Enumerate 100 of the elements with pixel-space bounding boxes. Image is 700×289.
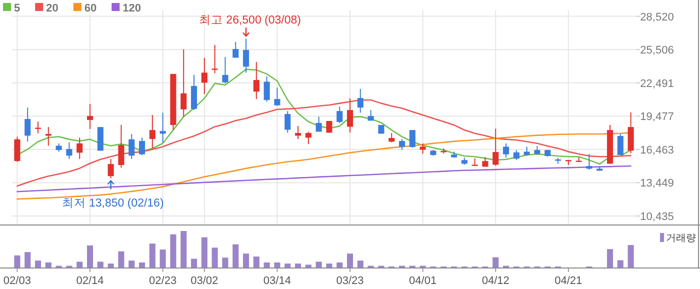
bar	[326, 264, 332, 268]
bar	[201, 237, 208, 268]
candlestick	[409, 130, 416, 148]
x-tick-label: 04/12	[482, 275, 510, 287]
x-tick-label: 02/03	[3, 275, 31, 287]
bar	[316, 262, 322, 268]
candlestick	[97, 126, 104, 152]
bar	[253, 256, 260, 268]
x-tick-label: 04/01	[409, 275, 437, 287]
candlestick	[294, 126, 302, 140]
legend-label: 거래량	[666, 233, 696, 244]
bar	[264, 262, 270, 268]
legend-item: 5	[3, 2, 20, 14]
bar	[357, 260, 364, 268]
bar	[222, 258, 228, 268]
bar	[294, 264, 302, 268]
bar	[149, 244, 156, 268]
candlestick	[222, 56, 228, 84]
candlestick	[180, 48, 187, 118]
y-tick-label: 13,449	[640, 178, 674, 190]
bar	[76, 262, 83, 268]
bar	[128, 260, 135, 268]
candlestick	[346, 98, 354, 134]
bar	[97, 262, 104, 268]
candlestick	[253, 62, 260, 100]
y-tick-label: 28,520	[640, 11, 674, 24]
candlestick	[160, 112, 166, 144]
candlestick	[336, 106, 343, 124]
candlestick	[190, 74, 198, 111]
candlestick	[617, 134, 624, 156]
legend-label: 20	[46, 2, 58, 14]
legend-label: 5	[14, 2, 20, 14]
y-tick-label: 16,463	[640, 144, 674, 156]
legend-item: 20	[35, 2, 58, 14]
candlestick	[502, 142, 510, 158]
candlestick	[76, 137, 83, 160]
candlestick	[492, 128, 499, 166]
y-tick-label: 19,477	[640, 111, 674, 124]
legend-label: 120	[122, 2, 141, 14]
bar	[284, 264, 291, 268]
bar	[190, 258, 198, 268]
y-tick-label: 10,435	[640, 211, 674, 223]
bar	[118, 251, 124, 268]
x-tick-label: 02/23	[149, 275, 177, 287]
x-tick-label: 03/23	[336, 275, 364, 287]
annotation: 최고 26,500 (03/08)	[198, 14, 302, 27]
candlestick	[316, 116, 322, 132]
candlestick	[628, 112, 634, 154]
bar	[492, 257, 499, 268]
candlestick	[118, 124, 124, 168]
candlestick	[138, 137, 146, 156]
bar	[305, 264, 312, 268]
bar	[606, 249, 614, 268]
legend-item: 60	[73, 2, 97, 14]
legend-item: 120	[112, 2, 141, 14]
candlestick	[242, 38, 250, 74]
bar	[160, 250, 166, 268]
candlestick	[212, 44, 218, 74]
legend-label: 60	[84, 2, 97, 14]
candlestick	[586, 153, 592, 170]
legend-item: 거래량	[660, 233, 696, 244]
candlestick	[34, 121, 42, 134]
candlestick	[201, 57, 208, 95]
candlestick	[108, 158, 114, 179]
bar	[138, 262, 146, 268]
bar	[180, 231, 187, 268]
bar	[274, 262, 280, 268]
y-tick-label: 25,506	[640, 44, 674, 57]
candlestick	[398, 138, 406, 150]
x-tick-label: 03/14	[263, 275, 291, 287]
bar	[108, 264, 114, 268]
candlestick	[420, 142, 426, 154]
bar	[242, 254, 250, 268]
candlestick	[66, 142, 72, 160]
candlestick	[149, 114, 156, 149]
candlestick	[305, 131, 312, 145]
bar	[45, 262, 52, 268]
x-tick-label: 02/14	[76, 275, 104, 287]
bar	[212, 248, 218, 268]
candlestick	[357, 88, 364, 114]
bar	[232, 244, 239, 268]
y-tick-label: 22,491	[640, 78, 674, 90]
bar	[86, 245, 94, 268]
candlestick	[274, 87, 280, 106]
x-tick-label: 03/02	[190, 275, 218, 287]
candlestick	[45, 126, 52, 146]
candlestick	[24, 107, 31, 142]
candlestick	[264, 76, 270, 102]
candlestick	[284, 110, 291, 134]
bar	[24, 252, 31, 268]
bar	[617, 260, 624, 268]
candlestick	[388, 132, 395, 143]
candlestick	[86, 103, 94, 130]
bar	[14, 255, 20, 268]
bar	[336, 262, 343, 268]
candlestick	[232, 41, 239, 58]
candlestick	[513, 150, 520, 161]
candlestick	[14, 136, 20, 162]
x-tick-label: 04/21	[554, 275, 582, 287]
bar	[628, 245, 634, 268]
